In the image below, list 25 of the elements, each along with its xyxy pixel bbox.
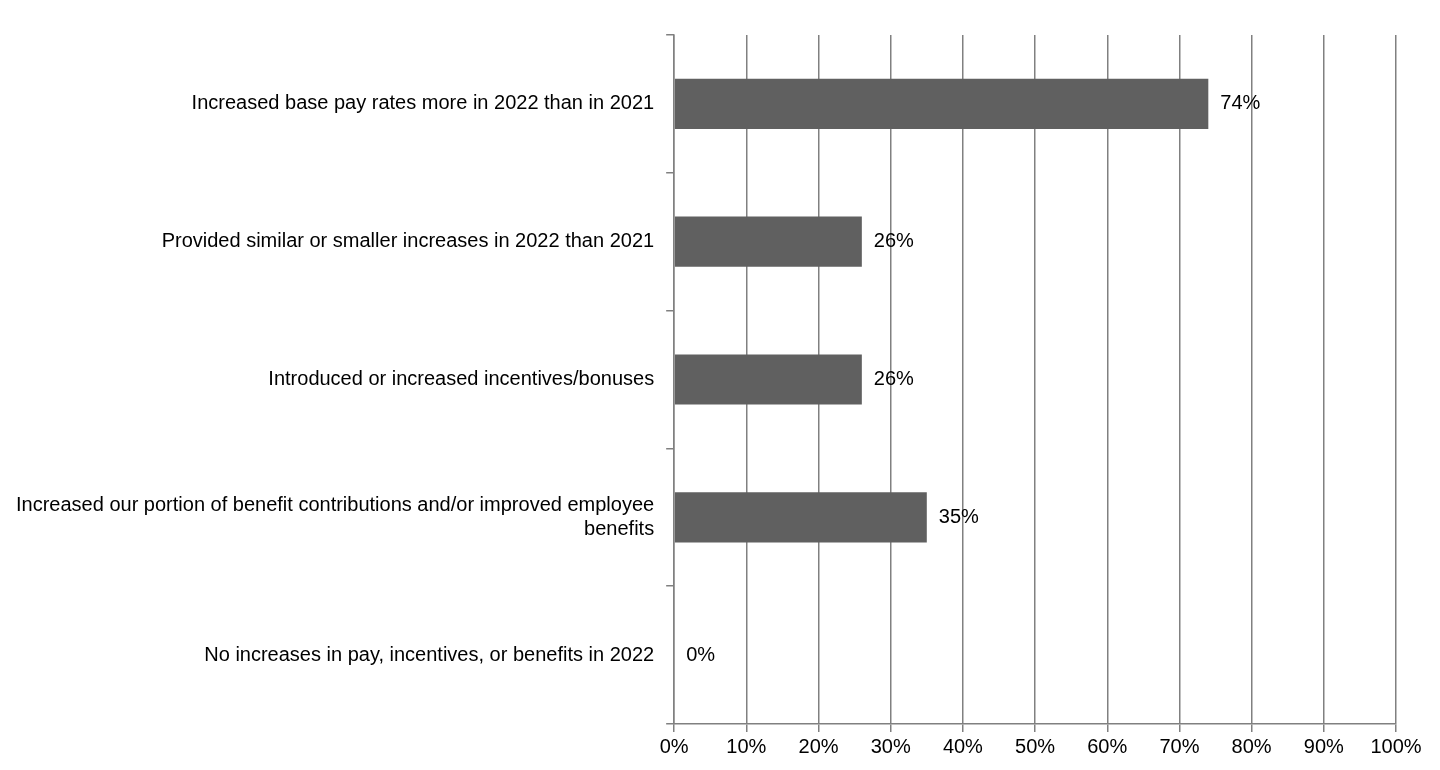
x-tick-label: 50% [1015,734,1056,757]
y-tick-label: Provided similar or smaller increases in 2022 than 2021 [161,229,655,252]
y-tick-label: Introduced or increased incentives/bonuses [268,367,655,390]
bar [674,492,927,543]
bar [674,354,862,405]
x-tick-label: 20% [798,734,839,757]
data-label: 26% [873,229,915,252]
x-tick-label: 90% [1303,734,1345,757]
bar [674,216,862,267]
data-label: 0% [686,642,716,665]
x-tick-label: 60% [1087,734,1128,757]
x-tick-label: 40% [942,734,984,757]
y-tick-label: Increased our portion of benefit contributions and/or improved employee benefits [16,492,655,539]
bar [674,78,1209,129]
x-tick-label: 0% [659,734,689,757]
y-tick-label: No increases in pay, incentives, or benefits in 2022 [204,642,655,665]
data-label: 35% [938,504,980,527]
data-label: 26% [873,367,915,390]
x-tick-label: 80% [1231,734,1272,757]
x-tick-label: 70% [1159,734,1200,757]
x-tick-label: 10% [726,734,767,757]
x-tick-label: 100% [1370,734,1422,757]
y-tick-label: Increased base pay rates more in 2022 than in 2021 [191,91,655,114]
x-tick-label: 30% [870,734,911,757]
data-label: 74% [1220,91,1261,114]
